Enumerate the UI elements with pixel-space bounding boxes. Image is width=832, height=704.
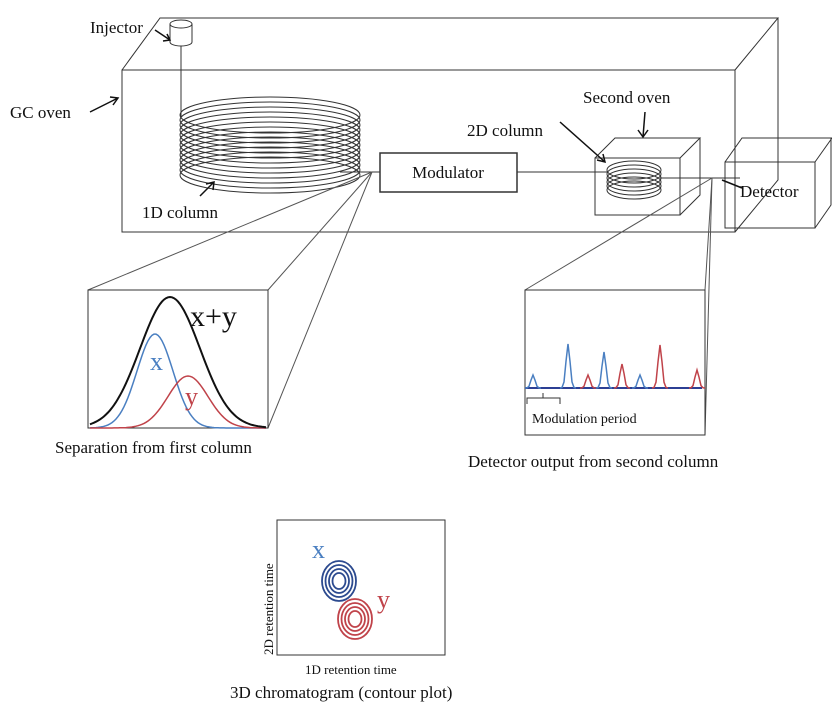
- coil-loop: [606, 168, 662, 188]
- coil-loop: [606, 164, 662, 184]
- coil-loop: [179, 131, 361, 169]
- injector-label: Injector: [90, 18, 143, 37]
- coil-loop: [179, 141, 361, 179]
- spike: [524, 372, 542, 389]
- spike: [595, 351, 613, 389]
- x-axis-label: 1D retention time: [305, 662, 397, 677]
- spike: [613, 363, 631, 389]
- combined-label: x+y: [190, 300, 237, 333]
- modulator-label: Modulator: [412, 163, 484, 182]
- coil-loop: [179, 151, 361, 189]
- coil-loop: [179, 106, 361, 144]
- separation-peaks: [89, 295, 267, 429]
- detector-output-box: [524, 289, 706, 436]
- y-label: y: [185, 382, 198, 411]
- y-axis-label: 2D retention time: [261, 563, 276, 655]
- modulation-bracket: [526, 393, 561, 404]
- second-oven-label: Second oven: [583, 88, 671, 107]
- spike: [559, 343, 577, 389]
- contour: [324, 564, 354, 598]
- separation-caption: Separation from first column: [55, 438, 252, 457]
- coil-loop: [606, 172, 662, 192]
- contour: [328, 568, 350, 594]
- coil-loop: [179, 136, 361, 174]
- contour: [340, 602, 370, 636]
- contour-caption: 3D chromatogram (contour plot): [230, 683, 452, 702]
- spike: [579, 372, 597, 389]
- coil-loop: [179, 96, 361, 134]
- contour: [337, 598, 373, 640]
- coil-loop: [179, 101, 361, 139]
- modulation-period-label: Modulation period: [532, 412, 637, 427]
- detector-peaks: [524, 343, 706, 389]
- second-oven-box: [594, 137, 702, 216]
- column-2d-coil: [606, 160, 662, 200]
- coil-loop: [606, 180, 662, 200]
- x-label: x: [150, 347, 163, 376]
- gc-oven-label: GC oven: [10, 103, 71, 122]
- contour-x-label: x: [312, 535, 325, 564]
- spike: [688, 367, 706, 389]
- coil-loop: [179, 126, 361, 164]
- arrows: [89, 29, 743, 197]
- contour-y-label: y: [377, 585, 390, 614]
- detector-box: [724, 137, 832, 229]
- detector-label: Detector: [740, 182, 799, 201]
- contour: [347, 610, 363, 628]
- zoom-lines: [87, 171, 713, 436]
- peak: [89, 295, 267, 429]
- coil-loop: [179, 111, 361, 149]
- contours: [321, 560, 373, 640]
- column-1d-coil: [179, 96, 361, 194]
- coil-loop: [179, 116, 361, 154]
- spike: [651, 344, 669, 389]
- detector-caption: Detector output from second column: [468, 452, 719, 471]
- separation-box: [87, 289, 269, 429]
- gc-oven-box: [121, 17, 780, 233]
- contour-box: [276, 519, 446, 656]
- coil-loop: [179, 121, 361, 159]
- coil-loop: [606, 176, 662, 196]
- column-1d-label: 1D column: [142, 203, 219, 222]
- column-2d-label: 2D column: [467, 121, 544, 140]
- contour: [321, 560, 357, 602]
- peak: [89, 333, 266, 429]
- coil-loop: [179, 146, 361, 184]
- spike: [631, 372, 649, 389]
- coil-loop: [179, 156, 361, 194]
- coil-loop: [606, 160, 662, 180]
- peak: [90, 375, 266, 429]
- injector-icon: [169, 19, 193, 118]
- contour: [344, 606, 366, 632]
- contour: [331, 572, 347, 590]
